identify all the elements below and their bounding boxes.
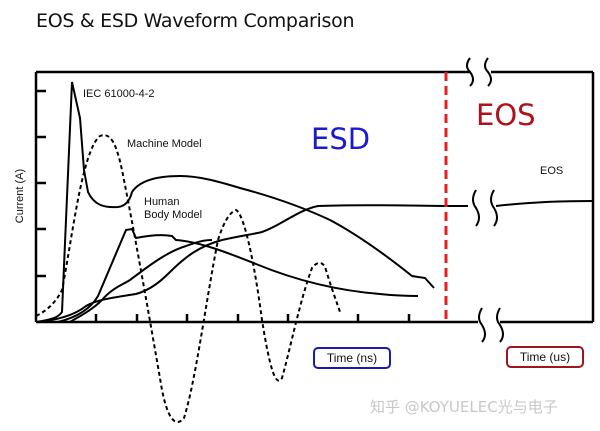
label-iec-61000-4-2: IEC 61000-4-2 xyxy=(83,88,155,100)
curve-machine-model xyxy=(35,134,341,424)
axis-break-marks xyxy=(466,57,504,343)
time-us-label: Time (us) xyxy=(506,346,584,368)
label-hbm-line1: Human xyxy=(144,196,180,208)
eos-region-label: EOS xyxy=(476,98,536,132)
curve-human-body-model xyxy=(57,227,419,323)
curve-iec-61000-4-2 xyxy=(35,81,435,323)
time-ns-label: Time (ns) xyxy=(313,347,391,369)
esd-region-label: ESD xyxy=(311,122,371,156)
label-machine-model: Machine Model xyxy=(127,138,202,150)
watermark: 知乎 @KOYUELEC光与电子 xyxy=(370,398,558,416)
y-axis-ticks xyxy=(36,89,46,278)
curve-slow-esd xyxy=(69,239,213,323)
label-hbm-line2: Body Model xyxy=(144,209,203,221)
label-eos-curve: EOS xyxy=(540,165,564,177)
x-axis-ticks xyxy=(94,314,411,322)
chart-frame xyxy=(34,70,595,324)
chart-title: EOS & ESD Waveform Comparison xyxy=(36,10,355,32)
curve-eos xyxy=(35,200,594,323)
label-human-body-model: Human Body Model xyxy=(144,196,202,222)
